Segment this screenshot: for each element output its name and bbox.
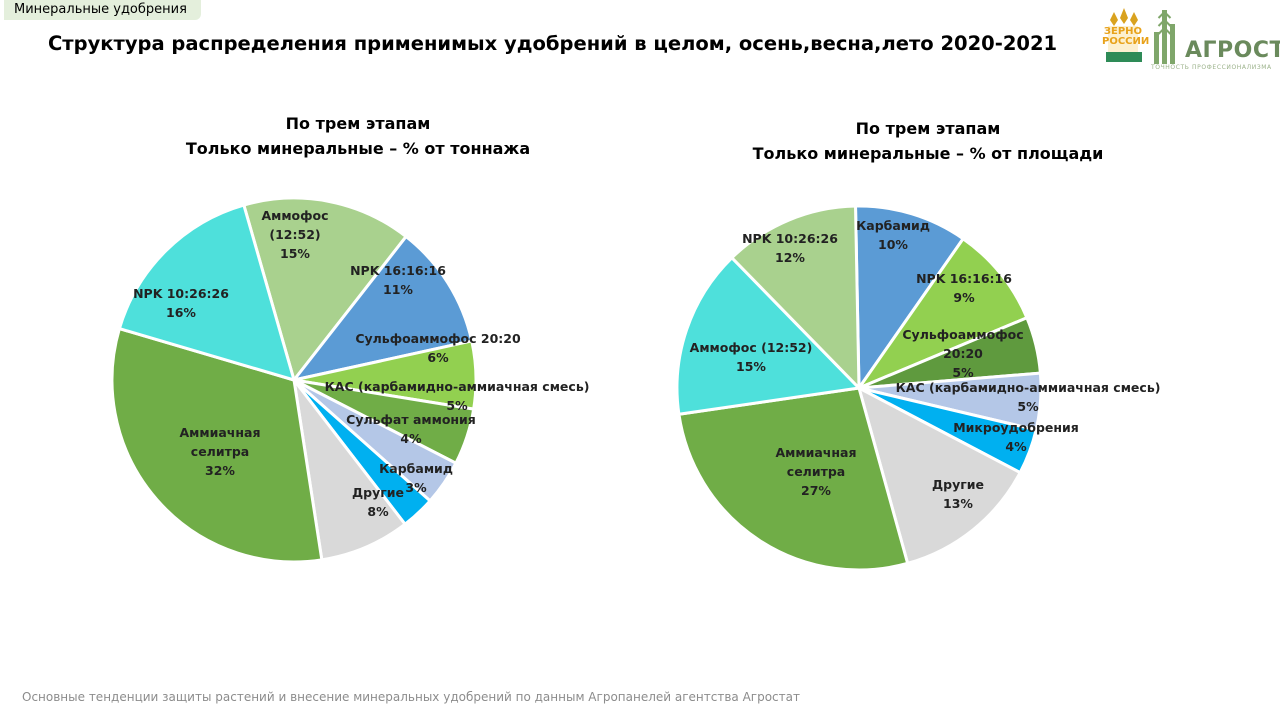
slice-label: NPK 10:26:26 16% xyxy=(133,286,229,320)
zerno-logo-text: ЗЕРНО РОССИИ xyxy=(1102,26,1150,47)
pie-slice xyxy=(675,255,863,416)
slice-label: NPK 16:16:16 9% xyxy=(916,271,1012,305)
pie-slice xyxy=(117,203,297,383)
slice-label: Другие 13% xyxy=(932,477,984,511)
section-tag: Минеральные удобрения xyxy=(4,0,201,20)
pie-slice xyxy=(110,326,324,564)
pie-slice xyxy=(677,386,910,572)
chart1-title: По трем этапам Только минеральные – % от… xyxy=(185,114,531,158)
slice-label: Аммиачная селитра 32% xyxy=(180,425,261,478)
footer-note: Основные тенденции защиты растений и вне… xyxy=(22,690,800,704)
wheat-icon xyxy=(1154,10,1175,64)
pie-slice xyxy=(856,385,1023,566)
pie-slice xyxy=(853,204,966,393)
pie-slice xyxy=(290,234,474,383)
slice-label: Сульфат аммония 4% xyxy=(346,412,476,446)
slice-label: Другие 8% xyxy=(352,485,404,519)
slice-label: Сульфоаммофос 20:20 5% xyxy=(902,327,1023,380)
agrostat-tagline: ТОЧНОСТЬ ПРОФЕССИОНАЛИЗМА xyxy=(1151,64,1272,71)
slice-label: Аммиачная селитра 27% xyxy=(776,445,857,498)
slice-label: Аммофос (12:52) 15% xyxy=(261,208,328,261)
slice-label: КАС (карбамидно-аммиачная смесь) 5% xyxy=(896,380,1161,414)
agrostat-logo-text: АГРОСТАТ xyxy=(1185,38,1280,63)
page-title: Структура распределения применимых удобр… xyxy=(48,32,1058,55)
slice-label: NPK 16:16:16 11% xyxy=(350,263,446,297)
pie-slice xyxy=(241,196,409,384)
slice-label: Карбамид 3% xyxy=(379,461,453,495)
pie-slice xyxy=(729,204,861,392)
zerno-emblem-icon xyxy=(1106,8,1142,62)
agrostat-logo xyxy=(1106,8,1175,64)
chart2-title: По трем этапам Только минеральные – % от… xyxy=(752,119,1104,163)
slice-label: КАС (карбамидно-аммиачная смесь) 5% xyxy=(325,379,590,413)
slice-label: Карбамид 10% xyxy=(856,218,930,252)
slice-label: Сульфоаммофос 20:20 6% xyxy=(355,331,521,365)
slice-label: NPK 10:26:26 12% xyxy=(742,231,838,265)
pie-slice xyxy=(292,379,408,562)
slice-label: Аммофос (12:52) 15% xyxy=(690,340,813,374)
pie-slice xyxy=(854,236,1029,392)
slice-label: Микроудобрения 4% xyxy=(953,420,1079,454)
